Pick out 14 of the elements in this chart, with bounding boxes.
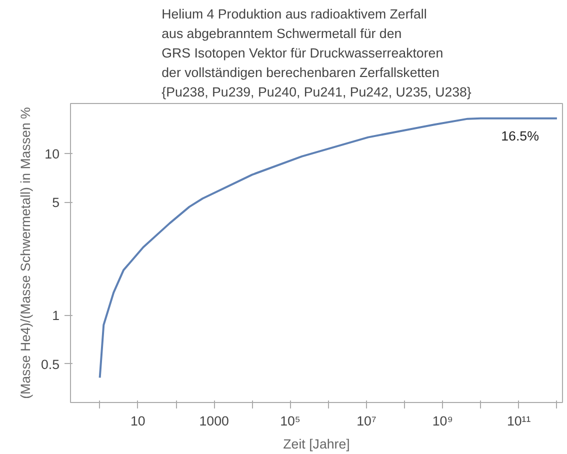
- x-axis-title: Zeit [Jahre]: [283, 436, 350, 452]
- y-tick-label: 5: [52, 195, 60, 210]
- x-tick-label: 10⁵: [280, 414, 300, 428]
- x-tick-label: 10⁹: [432, 414, 453, 428]
- y-axis-title: (Masse He4)/(Masse Schwermetall) in Massen %: [18, 106, 33, 399]
- annotation: 16.5%: [501, 128, 540, 144]
- x-tick-label: 10⁷: [356, 414, 376, 428]
- y-tick-label: 1: [52, 308, 60, 324]
- x-tick-label: 1000: [199, 414, 229, 428]
- x-tick-label: 10: [130, 414, 146, 428]
- y-tick-label: 0.5: [40, 356, 60, 372]
- chart-title: Helium 4 Produktion aus radioaktivem Zerfall aus abgebranntem Schwermetall für den GRS Isotopen Vektor für Druckwasserreaktoren der vollständigen berechenbaren Zerfallsketten {Pu238, Pu239, Pu240, Pu241, Pu242, U235, U238}: [162, 6, 472, 100]
- x-tick-label: 10¹¹: [506, 414, 532, 428]
- y-tick-label: 10: [44, 146, 60, 162]
